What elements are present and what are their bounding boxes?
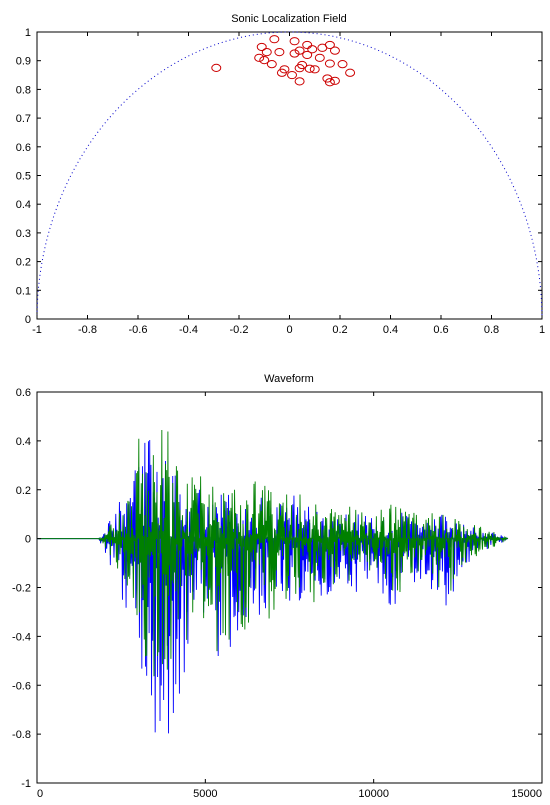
localization-field-chart: Sonic Localization Field -1 -0.8 -0.6 -0.4-…	[16, 13, 545, 336]
x-tick-label: 10000	[358, 788, 389, 800]
waveform-channel-blue	[37, 440, 509, 734]
plot-frame	[36, 31, 543, 320]
data-point	[269, 35, 280, 44]
data-point	[314, 53, 325, 62]
y-tick-label: 0.7	[16, 113, 31, 125]
data-point	[274, 47, 285, 57]
data-point	[302, 40, 313, 50]
y-tick-label: -0.2	[12, 583, 31, 595]
x-tick-label: 0	[37, 788, 43, 800]
source-points	[211, 35, 356, 87]
y-tick-label: 0.5	[16, 171, 31, 183]
x-tick-label: 15000	[511, 788, 542, 800]
data-point	[256, 42, 267, 52]
data-point	[294, 46, 305, 55]
y-tick-label: 0.4	[16, 436, 31, 448]
data-point	[309, 65, 320, 74]
chart-title: Waveform	[264, 373, 314, 385]
data-point	[317, 43, 328, 52]
y-tick-label: 0	[25, 314, 31, 326]
data-point	[304, 64, 315, 73]
x-tick-label: 5000	[193, 788, 217, 800]
x-tick-label: -0.2	[230, 324, 249, 336]
data-point	[266, 60, 277, 69]
data-point	[294, 77, 305, 86]
waveform-channel-green	[37, 429, 509, 677]
x-tick-label: 0	[286, 324, 292, 336]
x-tick-label: 1	[539, 324, 545, 336]
y-axis-ticks: 0 0.1 0.2 0.3 0.4 0.5 0.6 0.7 0.8 0.9 1	[16, 27, 542, 326]
data-point	[261, 47, 272, 57]
y-tick-label: -0.4	[12, 631, 31, 643]
unit-circle-boundary	[36, 31, 543, 320]
y-tick-label: 0.6	[16, 142, 31, 154]
data-point	[287, 70, 298, 80]
y-axis-ticks: -1 -0.8 -0.6 -0.4 -0.2 0 0.2 0.4 0.6	[12, 387, 542, 790]
data-point	[302, 50, 313, 60]
y-tick-label: 0.2	[16, 485, 31, 497]
y-tick-label: 0.6	[16, 387, 31, 399]
data-point	[324, 78, 335, 87]
x-tick-label: 0.8	[484, 324, 499, 336]
x-tick-label: -0.6	[129, 324, 148, 336]
x-tick-label: 0.6	[433, 324, 448, 336]
x-tick-label: -1	[32, 324, 42, 336]
x-tick-label: 0.4	[383, 324, 398, 336]
data-point	[294, 64, 305, 73]
data-point	[345, 68, 356, 77]
semicircle-line	[36, 31, 543, 320]
data-point	[324, 59, 335, 68]
y-tick-label: 0.3	[16, 228, 31, 240]
data-point	[276, 68, 287, 77]
y-tick-label: -1	[21, 778, 31, 790]
data-point	[289, 49, 300, 58]
y-tick-label: 0.4	[16, 199, 31, 211]
waveform-chart: Waveform 0 5000 10000 15000 -1-0.8-0.6-0.4-…	[12, 373, 543, 800]
y-tick-label: 0.9	[16, 56, 31, 68]
data-point	[211, 63, 222, 72]
y-tick-label: 0.8	[16, 84, 31, 96]
waveform-series	[37, 429, 509, 734]
x-axis-ticks: 0 5000 10000 15000	[36, 392, 543, 800]
data-point	[259, 56, 270, 65]
data-point	[254, 53, 265, 62]
data-point	[307, 45, 318, 54]
y-tick-label: 0	[25, 534, 31, 546]
y-tick-label: -0.8	[12, 729, 31, 741]
x-tick-label: -0.8	[78, 324, 97, 336]
data-point	[289, 37, 300, 46]
chart-title: Sonic Localization Field	[231, 13, 347, 25]
x-tick-label: -0.4	[179, 324, 198, 336]
data-point	[337, 60, 348, 69]
y-tick-label: 0.2	[16, 257, 31, 269]
x-axis-ticks: -1 -0.8 -0.6 -0.4 -0.2 0 0.2 0.4 0.6 0.8 1	[32, 32, 545, 336]
y-tick-label: 0.1	[16, 285, 31, 297]
data-point	[329, 46, 340, 55]
y-tick-label: 1	[25, 27, 31, 39]
data-point	[329, 76, 340, 85]
x-tick-label: 0.2	[332, 324, 347, 336]
y-tick-label: -0.6	[12, 680, 31, 692]
